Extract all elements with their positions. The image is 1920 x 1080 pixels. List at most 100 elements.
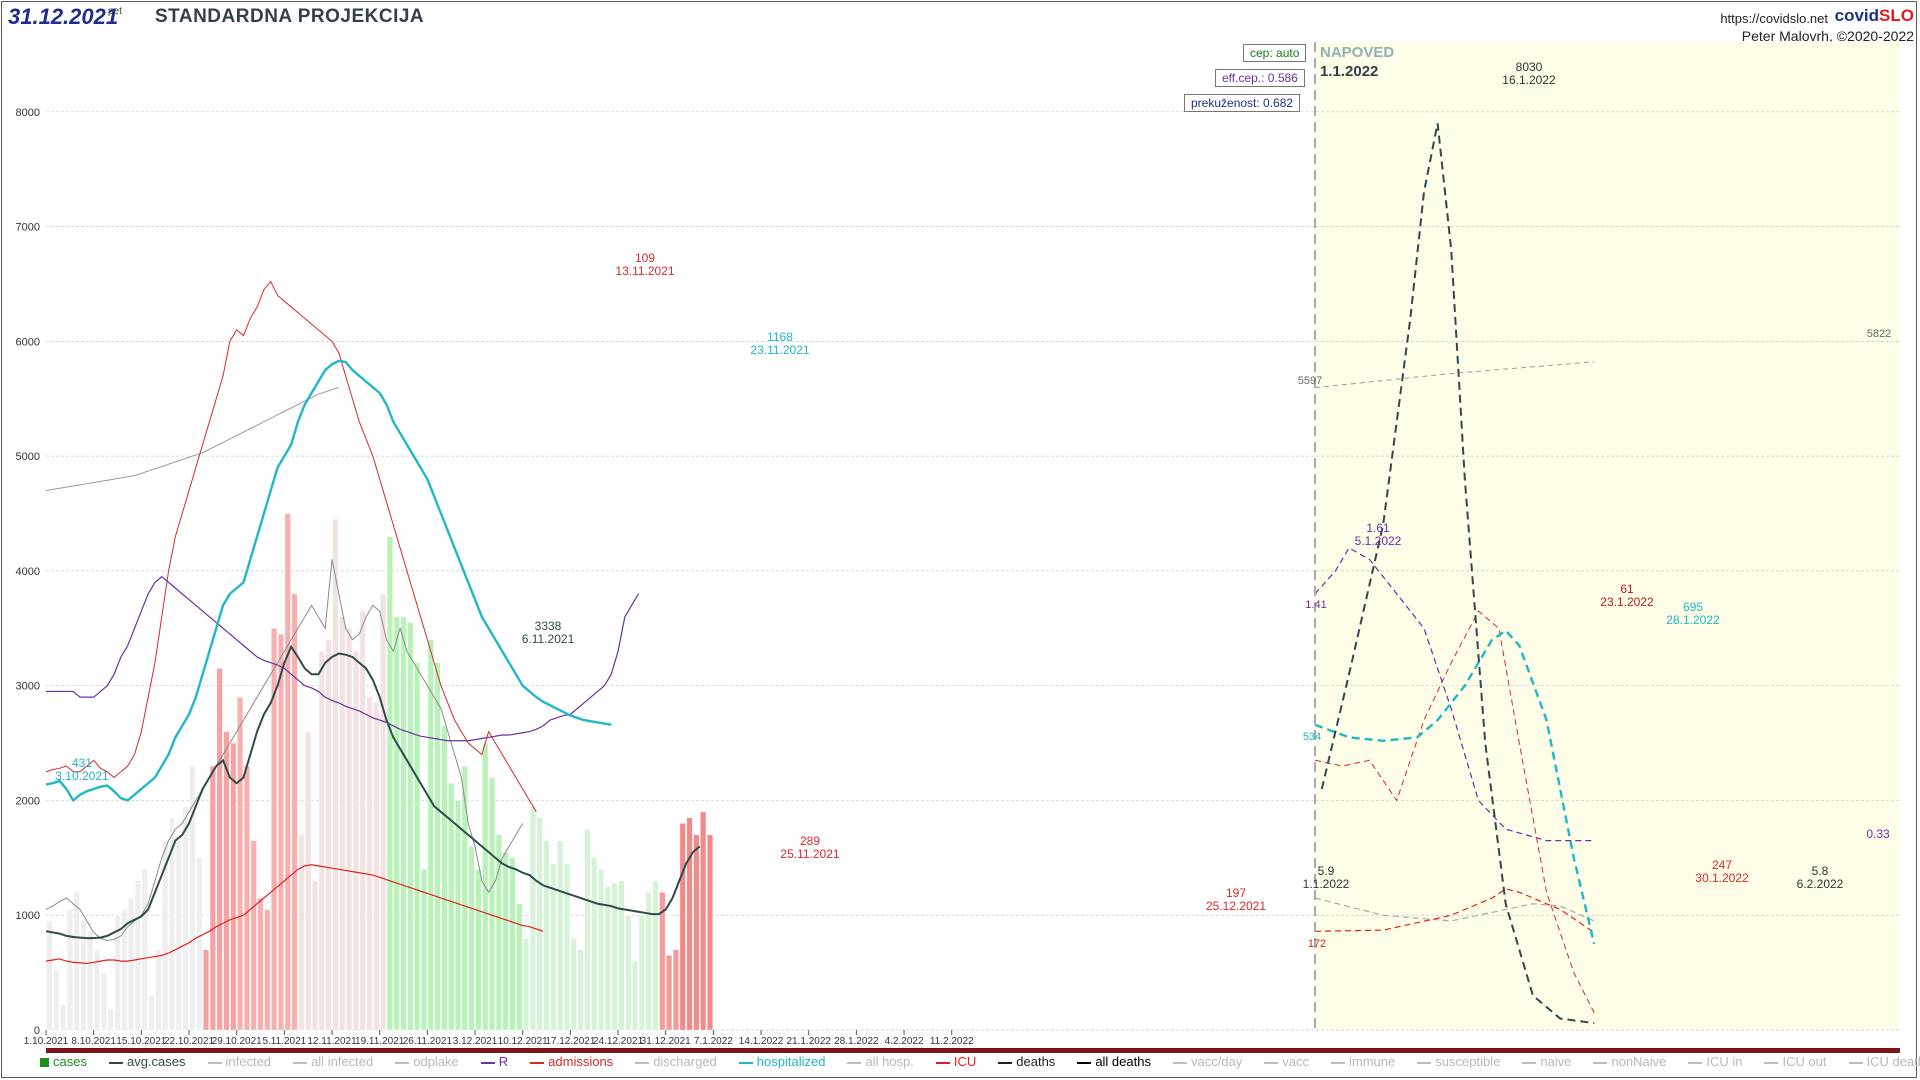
annotation-date: 30.1.2022	[1695, 871, 1749, 885]
cases-bar	[352, 651, 359, 1031]
cases-bar	[237, 696, 244, 1031]
r-now-label: 1.41	[1305, 599, 1326, 611]
legend-swatch	[395, 1061, 410, 1064]
all-infected-end-label: 5822	[1867, 328, 1891, 340]
all-infected-start-label: 5597	[1298, 375, 1322, 387]
legend-item[interactable]: ICU in	[1688, 1054, 1742, 1069]
legend-item[interactable]: immune	[1331, 1054, 1395, 1069]
legend-item[interactable]: ICU deaths	[1848, 1054, 1920, 1069]
cases-bar	[243, 765, 250, 1031]
legend-label: nonNaive	[1611, 1054, 1667, 1069]
legend-swatch	[207, 1061, 222, 1064]
legend-item[interactable]: susceptible	[1417, 1054, 1500, 1069]
x-tick-label: 24.12.2021	[593, 1036, 643, 1047]
legend-item[interactable]: infected	[207, 1054, 271, 1069]
cases-bar	[706, 834, 713, 1031]
y-tick-label: 1000	[16, 910, 40, 922]
x-tick-label: 28.1.2022	[834, 1036, 879, 1047]
cases-bar	[618, 880, 625, 1031]
legend-item[interactable]: discharged	[635, 1054, 717, 1069]
cases-bar	[148, 995, 155, 1031]
legend-item[interactable]: all deaths	[1077, 1054, 1151, 1069]
cases-bar	[570, 937, 577, 1031]
annotation-date: 23.1.2022	[1600, 595, 1654, 609]
legend-item[interactable]: all infected	[293, 1054, 373, 1069]
legend-item[interactable]: R	[480, 1054, 509, 1069]
cases-bar	[311, 880, 319, 1031]
author-credit: Peter Malovrh, ©2020-2022	[1741, 28, 1914, 44]
legend-item[interactable]: hospitalized	[738, 1054, 826, 1069]
legend-label: hospitalized	[756, 1054, 826, 1069]
legend-label: ICU out	[1782, 1054, 1827, 1069]
x-tick-label: 31.12.2021	[641, 1036, 691, 1047]
x-tick-label: 19.11.2021	[355, 1036, 405, 1047]
legend-item[interactable]: vacc	[1264, 1054, 1309, 1069]
x-tick-label: 5.11.2021	[262, 1036, 306, 1047]
x-tick-label: 15.10.2021	[116, 1036, 166, 1047]
cases-bar	[100, 972, 107, 1031]
legend-item[interactable]: deaths	[998, 1054, 1055, 1069]
legend-swatch	[1848, 1061, 1863, 1064]
cases-bar	[271, 628, 278, 1031]
site-url-link[interactable]: https://covidslo.net	[1720, 11, 1828, 26]
prekuzenost-box: prekuženost: 0.682	[1184, 94, 1301, 112]
cep-box: cep: auto	[1243, 44, 1307, 62]
legend-swatch	[1264, 1061, 1279, 1064]
legend-item[interactable]: odplake	[395, 1054, 459, 1069]
legend-label: immune	[1349, 1054, 1396, 1069]
x-tick-label: 14.1.2022	[739, 1036, 784, 1047]
cases-bar	[598, 869, 605, 1031]
legend-item[interactable]: vacc/day	[1172, 1054, 1242, 1069]
cases-bar	[359, 610, 366, 1031]
legend-item[interactable]: naive	[1522, 1054, 1571, 1069]
cases-bar	[66, 909, 73, 1031]
y-tick-label: 2000	[16, 795, 40, 807]
cases-bar	[591, 857, 598, 1031]
annotation-date: 6.11.2021	[522, 632, 575, 646]
cases-bar	[230, 742, 237, 1031]
legend-item[interactable]: nonNaive	[1593, 1054, 1666, 1069]
cases-bar	[128, 897, 135, 1031]
cases-bar	[550, 863, 557, 1031]
x-tick-label: 3.12.2021	[453, 1036, 498, 1047]
cases-bar	[386, 536, 393, 1031]
cases-bar	[175, 840, 182, 1031]
cases-bar	[373, 702, 380, 1031]
cases-bar	[529, 805, 536, 1031]
brand-logo: covidSLO	[1835, 6, 1914, 26]
legend-label: all hosp.	[865, 1054, 914, 1069]
cases-bar	[305, 731, 312, 1031]
cases-bar	[366, 696, 373, 1031]
cases-bar	[455, 800, 462, 1031]
admissions-forecast-line	[1314, 610, 1595, 1014]
x-tick-label: 1.10.2021	[24, 1036, 69, 1047]
cases-bar	[182, 805, 189, 1031]
r-peak-date: 5.1.2022	[1355, 534, 1402, 548]
r-end-label: 0.33	[1866, 827, 1890, 841]
cases-bar	[502, 851, 509, 1031]
legend-item[interactable]: cases	[40, 1054, 87, 1069]
legend-item[interactable]: avg.cases	[108, 1054, 186, 1069]
cases-bar	[257, 897, 264, 1031]
y-tick-label: 8000	[16, 107, 40, 119]
y-tick-label: 0	[34, 1025, 40, 1037]
legend-swatch	[293, 1061, 308, 1064]
legend-item[interactable]: ICU	[935, 1054, 976, 1069]
cases-bar	[380, 593, 387, 1031]
cases-bar	[666, 955, 673, 1031]
icu-line	[45, 864, 544, 965]
annotation-value: 8030	[1516, 60, 1543, 74]
x-tick-label: 21.1.2022	[786, 1036, 831, 1047]
legend-item[interactable]: admissions	[530, 1054, 613, 1069]
legend-item[interactable]: all hosp.	[847, 1054, 914, 1069]
cases-bar	[420, 869, 427, 1031]
x-tick-label: 29.10.2021	[212, 1036, 262, 1047]
cases-bar	[441, 725, 448, 1031]
all-infected-line	[45, 387, 339, 492]
annotation-date: 23.11.2021	[750, 343, 809, 357]
legend-label: R	[498, 1054, 509, 1069]
legend-item[interactable]: ICU out	[1764, 1054, 1827, 1069]
cases-bar	[203, 949, 210, 1031]
legend-swatch	[1417, 1061, 1432, 1064]
x-tick-label: 10.12.2021	[498, 1036, 548, 1047]
